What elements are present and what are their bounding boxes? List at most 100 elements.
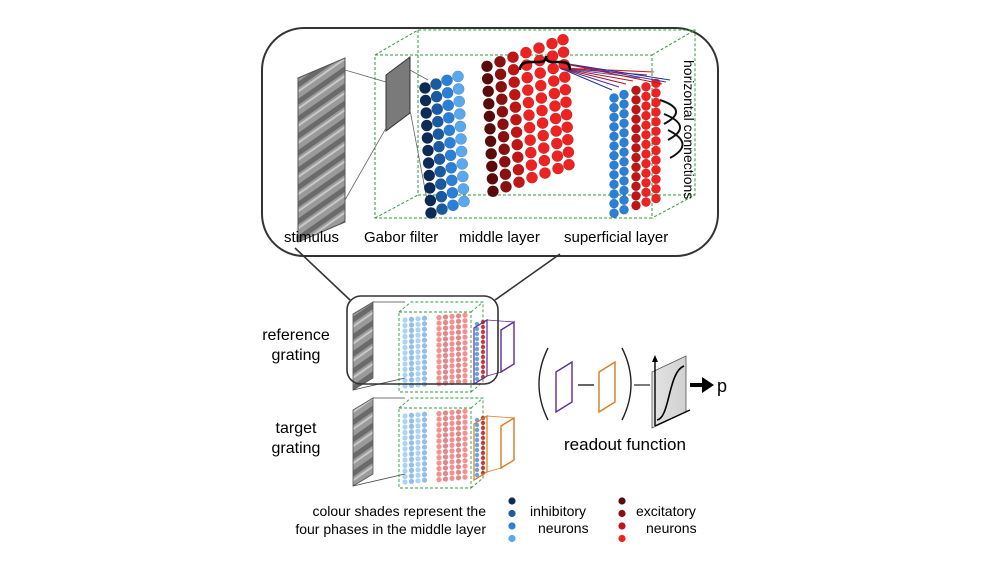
horizontal-connections-label: horizontal connections: [681, 60, 697, 199]
middle-layer-neuron: [433, 140, 445, 153]
neuron-thumbnail: [442, 459, 449, 466]
legend-caption-line2: four phases in the middle layer: [295, 521, 486, 537]
superficial-layer-neuron: [651, 97, 661, 108]
middle-layer-neuron: [521, 84, 534, 97]
middle-layer-neuron: [419, 94, 432, 107]
neuron-thumbnail: [455, 340, 462, 346]
middle-layer-neuron: [512, 163, 525, 176]
neuron-thumbnail: [462, 441, 468, 447]
inhibitory-shade-dots: [508, 497, 516, 543]
superficial-layer-neuron: [631, 171, 641, 182]
neuron-thumbnail: [474, 467, 480, 473]
superficial-layer-neuron: [609, 179, 619, 190]
neuron-thumbnail: [480, 334, 486, 340]
superficial-layer-neuron: [631, 114, 641, 124]
neuron-thumbnail: [455, 447, 462, 453]
neuron-thumbnail: [455, 436, 462, 442]
reference-readout-icon: [555, 360, 573, 414]
neuron-thumbnail: [449, 453, 455, 459]
middle-layer-neuron: [561, 121, 574, 134]
neuron-thumbnail: [462, 452, 468, 458]
neuron-thumbnail: [421, 332, 428, 338]
neuron-thumbnail: [408, 366, 415, 372]
neuron-thumbnail: [402, 418, 408, 425]
superficial-layer-neuron: [651, 164, 661, 175]
superficial-layer-neuron: [631, 85, 641, 96]
neuron-thumbnail: [408, 322, 415, 328]
neuron-thumbnail: [449, 431, 455, 437]
connection-line: [555, 61, 663, 85]
neuron-thumbnail: [462, 373, 468, 379]
superficial-layer-neuron: [641, 120, 651, 130]
neuron-thumbnail: [442, 421, 449, 427]
neuron-thumbnail: [474, 356, 480, 362]
neuron-thumbnail: [436, 477, 442, 483]
middle-layer-neuron: [442, 111, 455, 124]
superficial-layer-neuron: [641, 197, 651, 207]
neuron-thumbnail: [462, 367, 468, 373]
middle-layer-neuron: [435, 190, 448, 203]
right-paren: [621, 347, 632, 421]
superficial-layer-neuron: [609, 208, 619, 218]
sigmoid-panel: [651, 355, 687, 429]
readout-function: p readout function: [538, 347, 727, 454]
middle-layer-neuron: [454, 120, 467, 133]
middle-layer-neuron: [447, 199, 459, 212]
superficial-layer-neuron: [651, 155, 661, 165]
stimulus-image: [297, 57, 346, 243]
neuron-thumbnail: [436, 438, 442, 444]
neuron-thumbnail: [474, 462, 480, 468]
neuron-thumbnail: [436, 342, 442, 348]
neuron-thumbnail: [480, 445, 486, 451]
neuron-thumbnail: [480, 364, 486, 370]
network-box-edge: [470, 301, 484, 313]
neuron-thumbnail: [415, 417, 421, 423]
neuron-thumbnail: [442, 347, 449, 353]
neuron-thumbnail: [480, 460, 486, 466]
neuron-thumbnail: [436, 364, 442, 370]
neuron-thumbnail: [449, 324, 455, 330]
neuron-thumbnail: [442, 363, 449, 370]
neuron-thumbnail: [436, 375, 442, 381]
middle-layer-neuron: [562, 146, 575, 159]
neuron-thumbnail: [408, 327, 415, 333]
middle-layer-neuron: [520, 46, 532, 59]
neuron-thumbnail: [449, 420, 455, 426]
neuron-thumbnail: [455, 409, 462, 415]
middle-layer-neuron: [508, 88, 521, 101]
connection-line: [559, 67, 620, 88]
neuron-thumbnail: [449, 470, 455, 476]
neuron-thumbnail: [455, 368, 462, 374]
neuron-thumbnail: [449, 464, 455, 470]
neuron-thumbnail: [402, 344, 408, 351]
middle-layer-neuron: [522, 96, 535, 109]
neuron-thumbnail: [421, 326, 428, 332]
neuron-thumbnail: [421, 433, 428, 439]
middle-layer-neuron: [434, 165, 447, 178]
neuron-thumbnail: [415, 478, 421, 484]
superficial-layer-neuron: [631, 123, 641, 134]
superficial-layer-neuron: [641, 139, 651, 150]
stimulus-thumbnail: [352, 397, 374, 487]
neuron-thumbnail: [408, 462, 415, 468]
neuron-thumbnail: [421, 343, 428, 349]
neuron-thumbnail: [421, 450, 428, 456]
neuron-thumbnail: [415, 365, 421, 371]
superficial-thumbnail: [474, 319, 486, 382]
middle-layer-neuron: [430, 90, 443, 103]
middle-layer-neuron: [538, 154, 551, 167]
neuron-thumbnail: [480, 344, 486, 350]
neuron-thumbnail: [436, 466, 442, 472]
neuron-thumbnail: [474, 432, 480, 438]
middle-layer-neuron: [457, 183, 470, 195]
middle-layer-neuron: [421, 132, 434, 144]
superficial-layer-neuron: [631, 133, 641, 144]
middle-layer-neuron: [550, 125, 563, 137]
connection-line: [559, 67, 613, 91]
neuron-thumbnail: [480, 369, 486, 375]
neuron-thumbnail: [436, 416, 442, 422]
superficial-layer-neuron: [641, 168, 651, 178]
neuron-thumbnail: [455, 469, 462, 475]
middle-layer-neuron: [487, 185, 499, 198]
